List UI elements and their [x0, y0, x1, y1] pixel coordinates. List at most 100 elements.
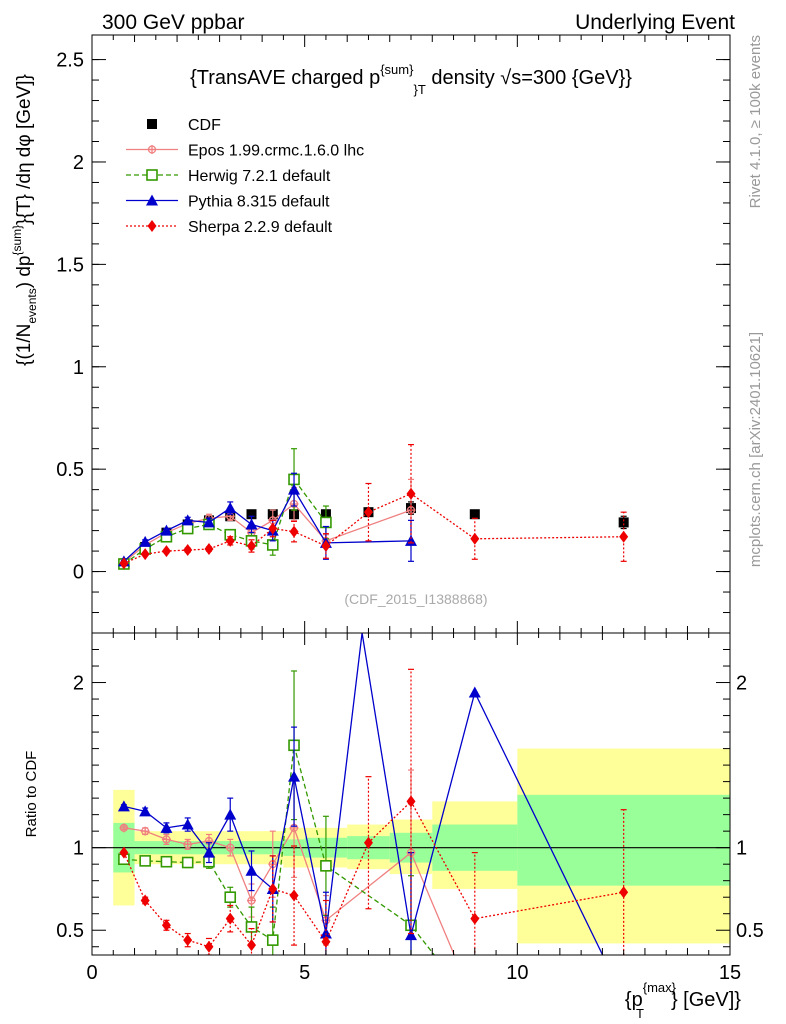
data-point-sherpa	[619, 886, 629, 899]
legend-item-sherpa: Sherpa 2.2.9 default	[126, 219, 333, 236]
data-point-pythia	[181, 514, 194, 526]
data-point-cdf	[469, 509, 480, 520]
data-point-epos	[161, 834, 171, 844]
data-point-sherpa	[225, 534, 235, 547]
y-tick-label: 0	[73, 562, 84, 584]
data-point-pythia	[181, 818, 194, 830]
legend-marker-sherpa	[147, 220, 157, 232]
rivet-version-label: Rivet 4.1.0, ≥ 100k events	[747, 35, 764, 208]
x-tick-label: 5	[299, 962, 310, 984]
data-point-pythia	[224, 808, 237, 820]
data-point-pythia	[245, 864, 258, 876]
clip-main-content	[117, 443, 629, 570]
data-point-sherpa	[204, 940, 214, 953]
series-sherpa	[119, 668, 629, 955]
data-point-sherpa	[119, 557, 129, 570]
data-point-sherpa	[321, 539, 331, 552]
header-right: Underlying Event	[575, 11, 735, 34]
data-point-sherpa	[363, 836, 373, 849]
data-point-pythia	[288, 770, 301, 782]
data-point-sherpa	[204, 543, 214, 556]
legend-label-epos: Epos 1.99.crmc.1.6.0 lhc	[188, 143, 364, 160]
data-point-herwig	[266, 934, 279, 946]
data-point-sherpa	[321, 935, 331, 948]
data-point-herwig	[320, 860, 332, 872]
x-tick-label: 10	[506, 962, 528, 984]
data-point-sherpa	[470, 532, 480, 545]
y-tick-label: 2.5	[56, 50, 84, 72]
series-pythia	[117, 633, 604, 955]
data-point-pythia	[202, 516, 215, 528]
data-point-pythia	[224, 502, 237, 514]
data-point-sherpa	[268, 882, 278, 895]
data-point-pythia	[319, 927, 332, 939]
data-point-sherpa	[268, 522, 278, 535]
series-line-sherpa	[123, 800, 624, 948]
watermark: (CDF_2015_I1388868)	[344, 591, 487, 607]
main-axes: 0 0.5 1 1.5 2 2.5	[56, 35, 731, 634]
x-tick-label: 0	[86, 962, 97, 984]
clip-ratio-content	[92, 633, 730, 955]
data-point-pythia	[288, 483, 301, 495]
y-axis-label: {(1/Nevents) dp{sum}}{T} /dη dφ [GeV]}	[10, 74, 39, 366]
legend-marker-herwig	[146, 169, 158, 181]
data-point-sherpa	[406, 487, 416, 500]
data-point-pythia	[202, 846, 215, 858]
data-point-herwig	[181, 856, 194, 869]
y-tick-label: 1	[73, 838, 84, 860]
data-point-epos	[183, 839, 193, 849]
mcplots-label: mcplots.cern.ch [arXiv:2401.10621]	[747, 332, 764, 567]
legend-label-sherpa: Sherpa 2.2.9 default	[188, 219, 333, 236]
data-point-sherpa	[247, 939, 256, 952]
data-point-sherpa	[289, 889, 299, 902]
data-point-sherpa	[247, 539, 256, 552]
data-point-cdf	[246, 509, 257, 520]
y-tick-label: 0.5	[56, 459, 84, 481]
legend: CDF Epos 1.99.crmc.1.6.0 lhc Herwig 7.2.1 …	[126, 117, 364, 236]
ratio-y-axis-label: Ratio to CDF	[23, 751, 40, 838]
y-tick-label: 0.5	[56, 920, 84, 942]
legend-item-cdf: CDF	[147, 117, 221, 134]
data-point-epos	[225, 843, 235, 853]
legend-item-epos: Epos 1.99.crmc.1.6.0 lhc	[126, 143, 364, 160]
legend-marker-cdf	[147, 119, 157, 129]
x-axis-label: {p{max} T} [GeV]}	[625, 980, 741, 1021]
main-plot-panel: 0 0.5 1 1.5 2 2.5 {TransAVE charged p{sum}}T …	[10, 34, 731, 634]
data-point-epos	[247, 896, 256, 906]
series-cdf	[118, 501, 629, 569]
y-tick-label: 1	[73, 357, 84, 379]
data-point-sherpa	[140, 894, 150, 907]
y-tick-label-right: 0.5	[736, 920, 764, 942]
y-tick-label: 2	[73, 152, 84, 174]
header-left: 300 GeV ppbar	[102, 11, 244, 34]
ratio-axes: 0.5 0.5 1 1 2 2 0 5 10 15	[56, 633, 764, 984]
data-point-pythia	[117, 800, 130, 812]
series-line-sherpa	[123, 492, 624, 564]
series-epos	[119, 478, 416, 567]
y-tick-label: 2	[73, 673, 84, 695]
data-point-sherpa	[183, 934, 193, 947]
data-point-sherpa	[161, 919, 171, 932]
ratio-plot-panel: 0.5 0.5 1 1 2 2 0 5 10 15 Ratio to CDF {p{max} T} …	[23, 632, 764, 1021]
data-point-herwig	[245, 921, 258, 933]
series-herwig	[118, 448, 332, 570]
plot-title: {TransAVE charged p{sum}}T density √s=30…	[190, 62, 632, 97]
data-point-pythia	[405, 929, 417, 941]
data-point-sherpa	[119, 846, 129, 859]
data-point-cdf	[618, 517, 629, 528]
legend-marker-epos	[147, 145, 157, 154]
data-point-pythia	[139, 805, 152, 817]
series-sherpa	[119, 443, 629, 570]
y-tick-label: 1.5	[56, 254, 84, 276]
data-point-sherpa	[406, 795, 416, 808]
series-line-herwig	[123, 745, 436, 955]
data-point-sherpa	[183, 544, 193, 557]
data-point-herwig	[224, 891, 237, 904]
data-point-herwig	[160, 855, 173, 868]
band-inner-7	[517, 794, 730, 886]
legend-label-pythia: Pythia 8.315 default	[188, 194, 330, 211]
legend-label-cdf: CDF	[188, 117, 221, 134]
main-plot-area	[117, 443, 629, 570]
series-line-pythia	[123, 633, 604, 955]
